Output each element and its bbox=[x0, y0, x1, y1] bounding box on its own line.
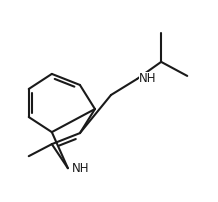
Text: NH: NH bbox=[139, 73, 157, 85]
Text: NH: NH bbox=[72, 162, 89, 175]
